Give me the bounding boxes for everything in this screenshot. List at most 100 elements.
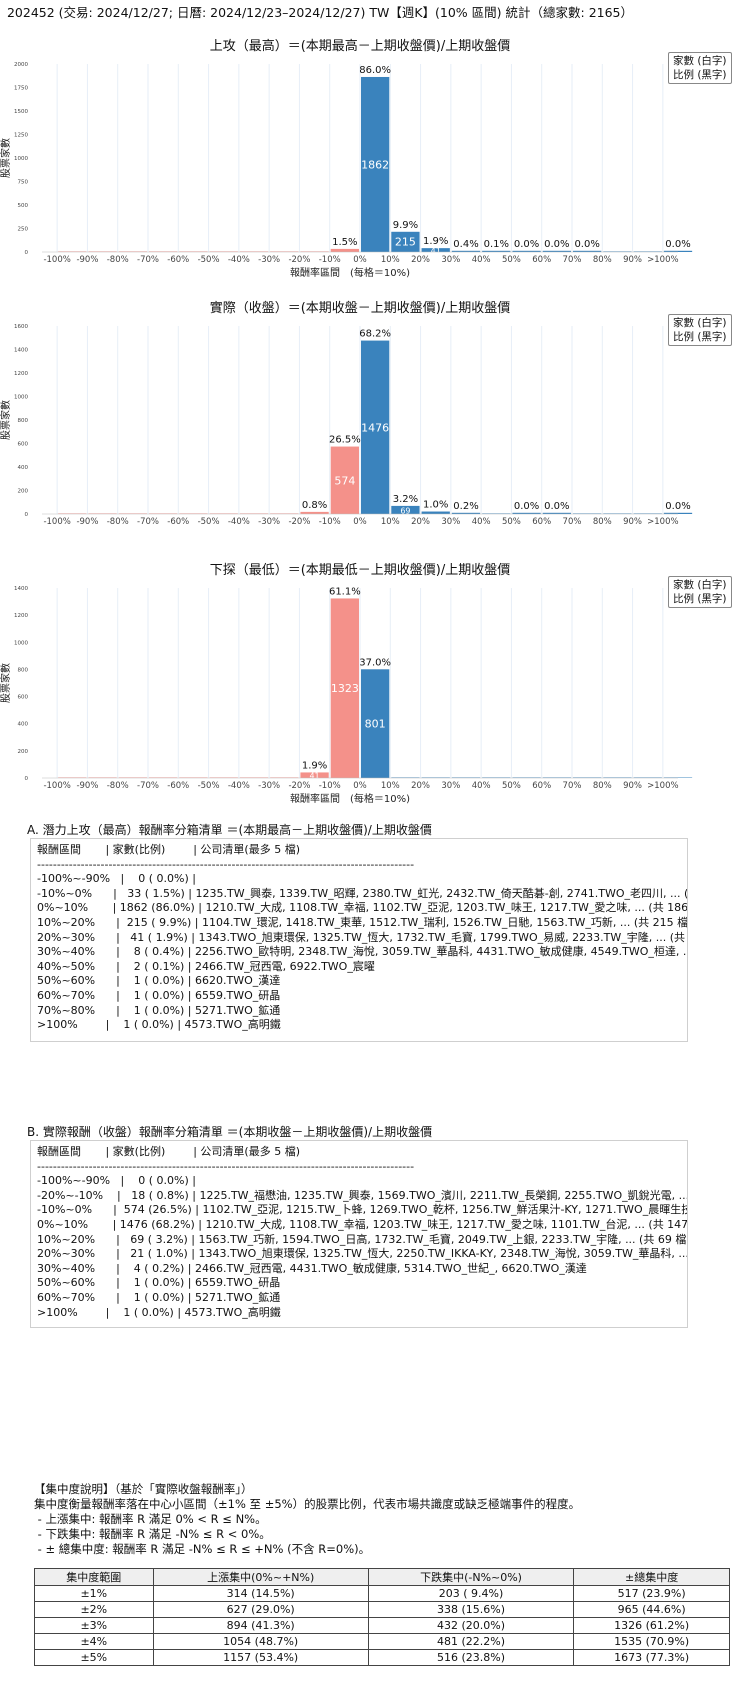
y-tick-label: 0 bbox=[25, 776, 29, 782]
pct-label: 9.9% bbox=[393, 220, 418, 231]
main-title: 202452 (交易: 2024/12/27; 日曆: 2024/12/23–2… bbox=[6, 5, 634, 20]
x-tick-label: 30% bbox=[441, 255, 460, 265]
bar bbox=[330, 446, 359, 514]
table-header: ±總集中度 bbox=[573, 1568, 730, 1586]
pct-label: 86.0% bbox=[359, 65, 391, 76]
table-row: ±1% 314 (14.5%) 203 ( 9.4%) 517 (23.9%) bbox=[34, 1585, 730, 1602]
bar bbox=[391, 231, 420, 252]
table-cell: 894 (41.3%) bbox=[152, 1617, 369, 1634]
y-tick-label: 400 bbox=[18, 465, 29, 471]
x-tick-label: -60% bbox=[167, 781, 189, 791]
y-tick-label: 750 bbox=[18, 180, 29, 186]
bar bbox=[391, 505, 420, 514]
x-tick-label: -30% bbox=[258, 781, 280, 791]
x-tick-label: -70% bbox=[137, 517, 159, 527]
list-item: -100%~-90% | 0 ( 0.0%) | bbox=[37, 1174, 196, 1188]
list-divider: ----------------------------------------… bbox=[37, 857, 415, 871]
table-header: 集中度範圍 bbox=[34, 1568, 154, 1586]
bar bbox=[179, 777, 208, 778]
y-tick-label: 1000 bbox=[14, 395, 28, 401]
bar bbox=[391, 777, 420, 778]
pct-label: 1.9% bbox=[302, 760, 327, 771]
list-item: 30%~40% | 8 ( 0.4%) | 2256.TWO_歐特明, 2348… bbox=[37, 945, 688, 959]
pct-label: 0.0% bbox=[665, 239, 690, 250]
x-tick-label: 70% bbox=[563, 781, 582, 791]
concentration-bullet: - 上漲集中: 報酬率 R 滿足 0% < R ≤ N%。 bbox=[34, 1512, 267, 1526]
legend-ratio: 比例 (黑字) bbox=[673, 331, 727, 343]
bar bbox=[149, 513, 178, 514]
x-tick-label: -40% bbox=[228, 517, 250, 527]
x-tick-label: -50% bbox=[198, 255, 220, 265]
bar bbox=[300, 772, 329, 778]
x-tick-label: -90% bbox=[76, 517, 98, 527]
list-item: -10%~0% | 33 ( 1.5%) | 1235.TW_興泰, 1339.… bbox=[37, 886, 688, 900]
table-cell: 481 (22.2%) bbox=[367, 1633, 575, 1650]
list-item: -20%~-10% | 18 ( 0.8%) | 1225.TW_福懋油, 12… bbox=[37, 1188, 688, 1202]
table-header: 下跌集中(-N%~0%) bbox=[367, 1568, 575, 1586]
chart-legend: 家數 (白字) 比例 (黑字) bbox=[668, 314, 732, 346]
x-tick-label: 30% bbox=[441, 781, 460, 791]
bar bbox=[330, 598, 359, 778]
x-tick-label: 10% bbox=[381, 255, 400, 265]
bar bbox=[663, 512, 693, 514]
x-tick-label: 20% bbox=[411, 517, 430, 527]
count-label: 1323 bbox=[331, 682, 359, 695]
table-cell: 1535 (70.9%) bbox=[573, 1633, 730, 1650]
x-tick-label: 90% bbox=[623, 255, 642, 265]
x-axis-label: 報酬率區間 (每格＝10%) bbox=[290, 792, 410, 805]
pct-label: 0.4% bbox=[453, 239, 478, 250]
x-tick-label: 70% bbox=[563, 255, 582, 265]
list-item: 60%~70% | 1 ( 0.0%) | 6559.TWO_研晶 bbox=[37, 988, 281, 1002]
bar bbox=[421, 248, 450, 252]
x-tick-label: -70% bbox=[137, 781, 159, 791]
y-tick-label: 200 bbox=[18, 489, 29, 495]
y-tick-label: 1400 bbox=[14, 348, 28, 354]
bar bbox=[88, 251, 117, 252]
bar bbox=[88, 513, 117, 514]
x-tick-label: -50% bbox=[198, 517, 220, 527]
pct-label: 3.2% bbox=[393, 494, 418, 505]
table-cell: 516 (23.8%) bbox=[367, 1649, 575, 1666]
x-tick-label: 80% bbox=[593, 517, 612, 527]
y-tick-label: 1200 bbox=[14, 613, 28, 619]
x-tick-label: -50% bbox=[198, 781, 220, 791]
x-tick-label: 0% bbox=[353, 781, 367, 791]
x-tick-label: 10% bbox=[381, 781, 400, 791]
table-cell: 1673 (77.3%) bbox=[573, 1649, 730, 1666]
pct-label: 0.0% bbox=[665, 501, 690, 512]
count-label: 1862 bbox=[361, 158, 389, 171]
x-tick-label: 0% bbox=[353, 255, 367, 265]
list-item: 60%~70% | 1 ( 0.0%) | 5271.TWO_鉱通 bbox=[37, 1290, 281, 1304]
legend-ratio: 比例 (黑字) bbox=[673, 69, 727, 81]
bar bbox=[542, 512, 571, 514]
section-a-title: A. 潛力上攻（最高）報酬率分箱清單 ＝(本期最高－上期收盤價)/上期收盤價 bbox=[27, 823, 432, 837]
x-tick-label: 40% bbox=[472, 781, 491, 791]
bar bbox=[179, 513, 208, 514]
bar bbox=[663, 250, 693, 252]
bar bbox=[270, 513, 299, 514]
x-tick-label: >100% bbox=[647, 781, 678, 791]
pct-label: 26.5% bbox=[329, 435, 361, 446]
bar bbox=[300, 511, 329, 514]
concentration-bullet: - ± 總集中度: 報酬率 R 滿足 -N% ≤ R ≤ +N% (不含 R=0… bbox=[34, 1542, 371, 1556]
list-header: 報酬區間 | 家數(比例) | 公司清單(最多 5 檔) bbox=[37, 1145, 301, 1158]
chart-title: 下探（最低）＝(本期最低－上期收盤價)/上期收盤價 bbox=[210, 563, 511, 578]
list-item: 30%~40% | 4 ( 0.2%) | 2466.TW_冠西電, 4431.… bbox=[37, 1261, 587, 1275]
bar bbox=[239, 513, 269, 514]
count-label: 41 bbox=[309, 772, 319, 781]
chart-title: 實際（收盤）＝(本期收盤－上期收盤價)/上期收盤價 bbox=[210, 300, 511, 316]
pct-label: 1.5% bbox=[332, 237, 357, 248]
bar bbox=[58, 513, 87, 514]
table-cell: 338 (15.6%) bbox=[367, 1601, 575, 1618]
x-tick-label: 60% bbox=[532, 255, 551, 265]
x-tick-label: -90% bbox=[76, 781, 98, 791]
bar bbox=[482, 250, 511, 252]
pct-label: 0.0% bbox=[544, 501, 569, 512]
chart-lower-svg: 下探（最低）＝(本期最低－上期收盤價)/上期收盤價 0 200 400 600 800 10… bbox=[0, 563, 693, 805]
list-item: 20%~30% | 21 ( 1.0%) | 1343.TWO_旭東環保, 13… bbox=[37, 1247, 688, 1261]
concentration-desc: 集中度衡量報酬率落在中心小區間（±1% 至 ±5%）的股票比例，代表市場共識度或… bbox=[34, 1497, 581, 1511]
bar bbox=[58, 251, 87, 252]
concentration-heading: 【集中度說明】（基於「實際收盤報酬率」） bbox=[34, 1482, 253, 1496]
bar bbox=[209, 251, 238, 252]
x-tick-label: -100% bbox=[43, 517, 70, 527]
